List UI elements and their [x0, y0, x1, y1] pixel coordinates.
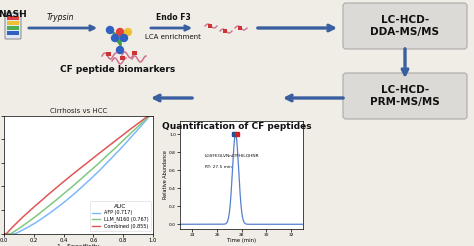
Circle shape: [107, 27, 113, 33]
Circle shape: [117, 46, 124, 53]
Y-axis label: Relative Abundance: Relative Abundance: [163, 150, 168, 199]
Title: Cirrhosis vs HCC: Cirrhosis vs HCC: [50, 108, 107, 114]
Text: Quantification of CF peptides: Quantification of CF peptides: [162, 122, 312, 131]
FancyBboxPatch shape: [343, 3, 467, 49]
Text: Endo F3: Endo F3: [155, 13, 191, 22]
Legend: AFP (0.717), LLM_N160 (0.767), Combined (0.855): AFP (0.717), LLM_N160 (0.767), Combined …: [90, 201, 151, 231]
Text: LC-HCD-
DDA-MS/MS: LC-HCD- DDA-MS/MS: [371, 15, 439, 37]
Text: LC-HCD-
PRM-MS/MS: LC-HCD- PRM-MS/MS: [370, 85, 440, 107]
Bar: [208, 24, 212, 28]
Bar: [7, 31, 19, 35]
X-axis label: Time (min): Time (min): [227, 238, 256, 243]
Text: NASH: NASH: [0, 10, 27, 19]
FancyBboxPatch shape: [5, 13, 21, 39]
X-axis label: 1 - Specificity: 1 - Specificity: [57, 244, 100, 246]
Bar: [7, 21, 19, 25]
Bar: [106, 52, 111, 56]
Text: LGSFEGLVNnLTFHILQHNR: LGSFEGLVNnLTFHILQHNR: [205, 154, 259, 158]
Bar: [238, 26, 242, 30]
Text: CF peptide biomarkers: CF peptide biomarkers: [60, 65, 176, 74]
Bar: [223, 29, 227, 33]
Circle shape: [120, 34, 128, 42]
Text: RT: 27.5 min: RT: 27.5 min: [205, 165, 232, 169]
Text: Trypsin: Trypsin: [46, 13, 74, 22]
Bar: [132, 51, 137, 55]
Circle shape: [111, 34, 118, 42]
Circle shape: [117, 29, 124, 35]
Bar: [120, 56, 125, 60]
Circle shape: [125, 29, 131, 35]
Text: LCA enrichment: LCA enrichment: [145, 34, 201, 40]
Bar: [7, 26, 19, 30]
Bar: [7, 16, 19, 20]
FancyBboxPatch shape: [343, 73, 467, 119]
